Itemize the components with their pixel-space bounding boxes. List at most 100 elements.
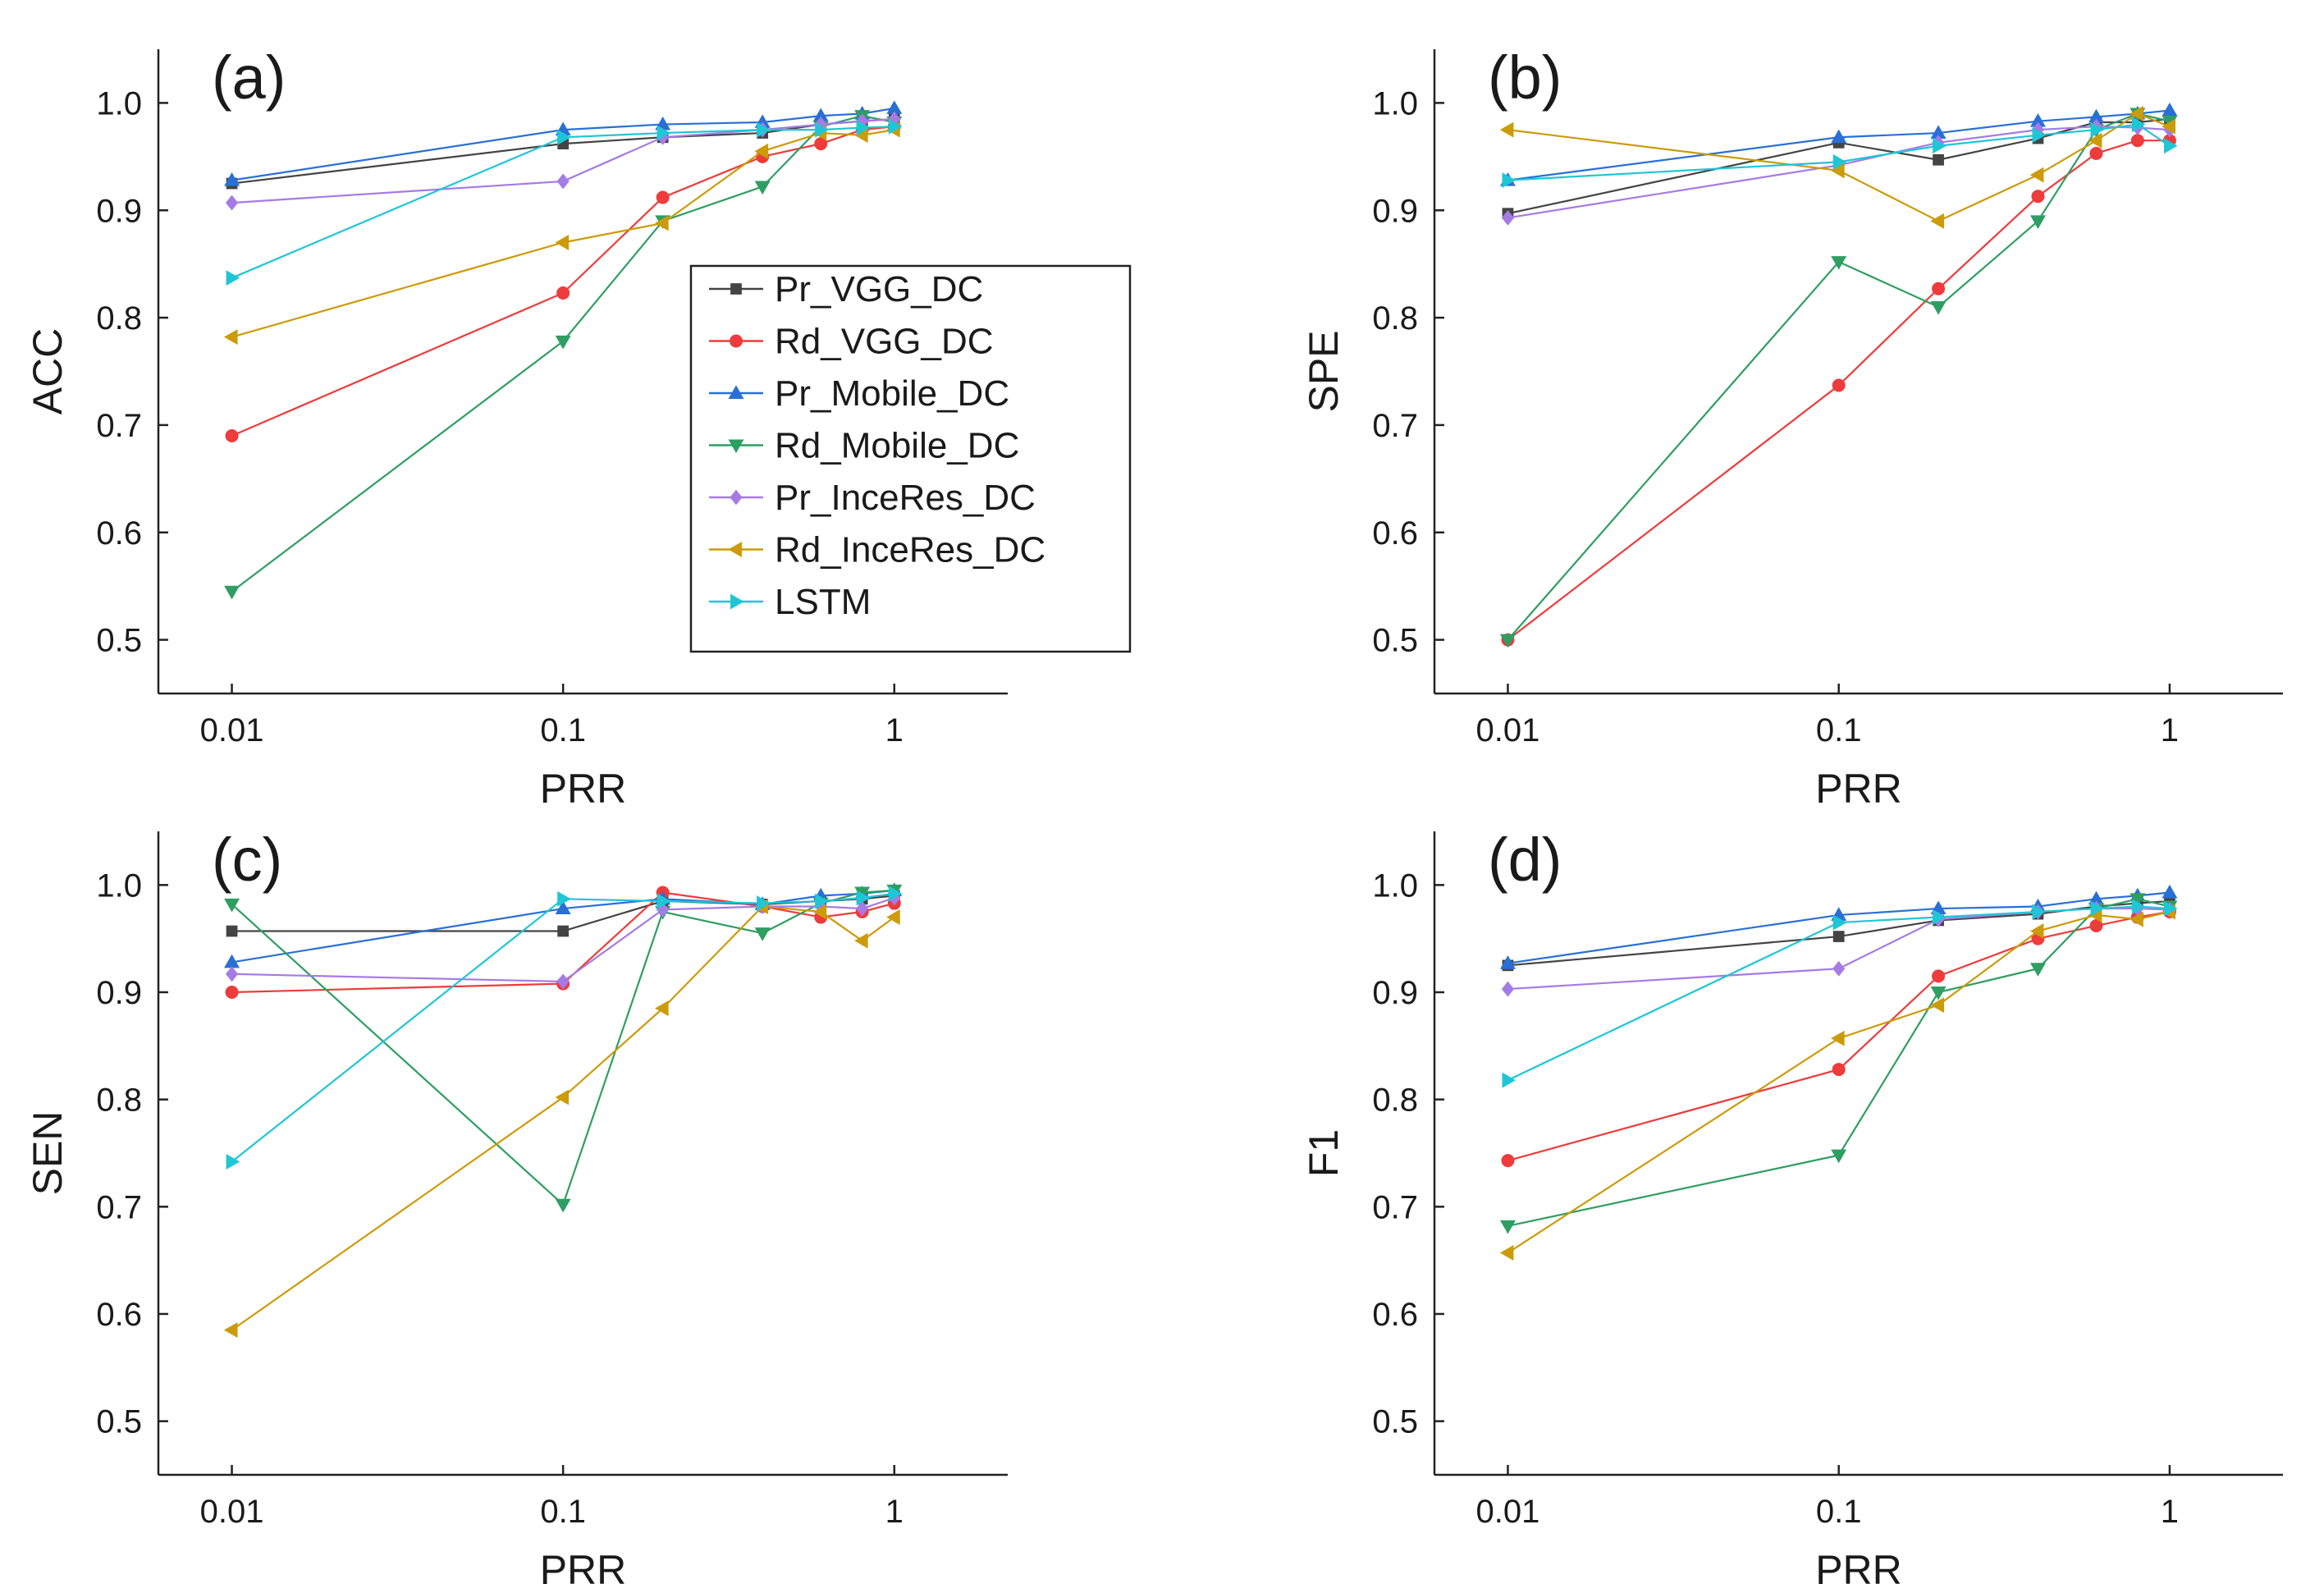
data-point-rd-inceres-dc	[655, 215, 669, 231]
legend-entry-rd-mobile-dc: Rd_Mobile_DC	[709, 426, 1019, 466]
series-rd-inceres-dc	[1499, 106, 2175, 229]
data-point-rd-vgg-dc	[2031, 190, 2045, 204]
y-tick-label: 0.8	[96, 1083, 142, 1119]
data-point-rd-mobile-dc	[754, 927, 771, 941]
data-point-lstm	[856, 120, 871, 135]
x-tick-label: 0.01	[200, 712, 264, 748]
data-point-pr-inceres-dc	[226, 966, 239, 982]
legend-swatch-marker	[730, 593, 744, 610]
data-point-rd-vgg-dc	[2130, 134, 2144, 148]
data-point-rd-inceres-dc	[1499, 1245, 1514, 1261]
data-point-lstm	[888, 118, 903, 135]
series-lstm	[226, 118, 903, 286]
x-tick-label: 1	[885, 712, 904, 748]
legend-label: Rd_InceRes_DC	[775, 530, 1045, 570]
panel-label: (c)	[212, 826, 282, 894]
legend-entry-rd-inceres-dc: Rd_InceRes_DC	[709, 530, 1045, 570]
panel-a: 0.5 0.6 0.7 0.8 0.9 1.0 0.01 0.1 1 PRR ACC (a)	[25, 43, 1008, 812]
y-axis-label: ACC	[25, 328, 71, 415]
series-rd-mobile-dc	[1499, 893, 2178, 1234]
legend-entry-lstm: LSTM	[709, 582, 871, 622]
data-point-pr-mobile-dc	[1831, 129, 1847, 144]
data-point-rd-inceres-dc	[1831, 1030, 1845, 1046]
data-point-lstm	[2032, 127, 2047, 144]
legend-swatch-marker	[728, 385, 744, 399]
x-axis-label: PRR	[1815, 1547, 1902, 1593]
data-point-lstm	[2131, 898, 2146, 914]
y-tick-label: 1.0	[1372, 85, 1418, 121]
data-point-rd-inceres-dc	[2029, 923, 2044, 940]
data-point-pr-mobile-dc	[555, 900, 571, 915]
panel-b: 0.5 0.6 0.7 0.8 0.9 1.0 0.01 0.1 1 PRR SPE (b)	[1301, 43, 2283, 812]
data-point-rd-mobile-dc	[2029, 963, 2046, 977]
y-tick-label: 0.7	[96, 408, 142, 444]
data-point-pr-vgg-dc	[1933, 153, 1944, 166]
data-point-rd-mobile-dc	[1831, 1149, 1847, 1164]
legend-entry-pr-inceres-dc: Pr_InceRes_DC	[709, 478, 1036, 518]
x-tick-label: 0.01	[200, 1494, 264, 1530]
data-point-lstm	[2090, 121, 2105, 138]
data-point-rd-mobile-dc	[1930, 301, 1947, 315]
data-point-rd-mobile-dc	[1831, 256, 1847, 270]
legend-swatch-marker	[730, 283, 742, 295]
legend-label: Pr_Mobile_DC	[775, 373, 1009, 414]
y-axis-label: SPE	[1301, 330, 1347, 412]
data-point-rd-inceres-dc	[1499, 121, 1514, 138]
y-tick-label: 0.9	[96, 193, 142, 229]
series-pr-vgg-dc	[1502, 895, 2175, 972]
legend-swatch-marker	[728, 439, 744, 454]
y-tick-label: 1.0	[96, 85, 142, 121]
data-point-lstm	[856, 890, 871, 906]
panel-label: (d)	[1488, 826, 1562, 894]
x-tick-label: 1	[885, 1494, 904, 1530]
legend-entry-pr-vgg-dc: Pr_VGG_DC	[709, 269, 983, 309]
x-tick-label: 0.1	[540, 1494, 586, 1530]
y-tick-label: 0.8	[1372, 1083, 1418, 1119]
data-point-rd-vgg-dc	[2089, 146, 2103, 160]
data-point-rd-mobile-dc	[2130, 893, 2146, 907]
y-tick-label: 0.6	[96, 515, 142, 552]
data-point-rd-vgg-dc	[814, 137, 828, 151]
legend-swatch-marker	[730, 334, 743, 348]
series-lstm	[226, 886, 903, 1170]
x-axis-label: PRR	[540, 1547, 627, 1593]
y-tick-label: 0.7	[1372, 408, 1418, 444]
series-line-rd-inceres-dc	[231, 905, 895, 1331]
data-point-rd-inceres-dc	[655, 1000, 669, 1017]
y-tick-label: 1.0	[96, 867, 142, 904]
series-rd-inceres-dc	[223, 898, 900, 1339]
data-point-rd-mobile-dc	[754, 181, 771, 195]
data-point-pr-inceres-dc	[556, 173, 570, 190]
y-axis-label: F1	[1301, 1129, 1347, 1177]
data-point-rd-mobile-dc	[1499, 634, 1516, 648]
y-tick-label: 0.6	[96, 1297, 142, 1333]
data-point-lstm	[1502, 1072, 1517, 1088]
data-point-rd-inceres-dc	[2130, 106, 2143, 121]
data-point-pr-inceres-dc	[1501, 209, 1514, 226]
data-point-pr-mobile-dc	[2162, 102, 2178, 117]
series-lstm	[1502, 117, 2178, 189]
data-point-rd-inceres-dc	[754, 143, 769, 159]
data-point-rd-vgg-dc	[1932, 969, 1946, 983]
data-point-rd-mobile-dc	[224, 898, 240, 913]
data-point-rd-vgg-dc	[1932, 282, 1946, 295]
data-point-rd-vgg-dc	[1832, 378, 1846, 392]
legend-label: Rd_Mobile_DC	[775, 426, 1019, 466]
data-point-pr-inceres-dc	[1501, 981, 1514, 997]
data-point-rd-mobile-dc	[224, 585, 240, 600]
data-point-lstm	[2090, 900, 2105, 917]
data-point-rd-vgg-dc	[556, 286, 570, 300]
data-point-rd-mobile-dc	[555, 1198, 571, 1213]
series-line-pr-mobile-dc	[1507, 891, 2171, 964]
data-point-pr-mobile-dc	[224, 172, 240, 186]
data-point-lstm	[557, 890, 571, 907]
data-point-rd-inceres-dc	[555, 235, 570, 250]
series-rd-vgg-dc	[1501, 134, 2176, 647]
data-point-rd-inceres-dc	[2130, 911, 2143, 927]
series-lstm	[1502, 898, 2178, 1088]
y-tick-label: 0.5	[1372, 623, 1418, 659]
legend-swatch-marker	[728, 542, 742, 557]
legend-entry-pr-mobile-dc: Pr_Mobile_DC	[709, 373, 1009, 414]
data-point-rd-inceres-dc	[812, 904, 827, 920]
x-axis-label: PRR	[1815, 766, 1902, 812]
